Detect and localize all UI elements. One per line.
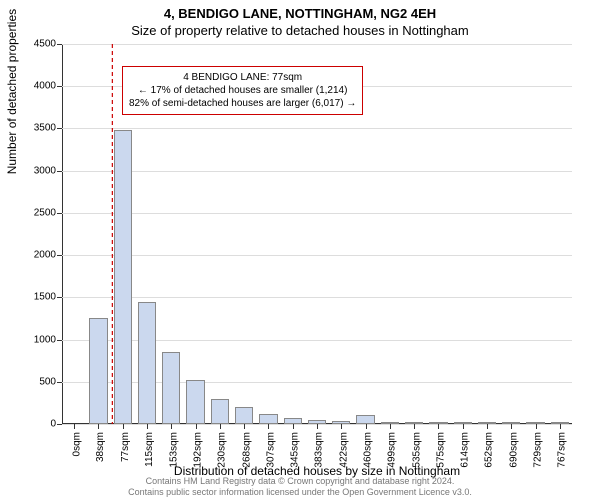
xtick-label: 383sqm (314, 432, 325, 468)
xtick-label: 77sqm (120, 432, 131, 462)
ytick-mark (57, 86, 62, 87)
xtick-mark (293, 424, 294, 429)
footer-line2: Contains public sector information licen… (0, 487, 600, 498)
histogram-bar (211, 399, 229, 424)
xtick-mark (196, 424, 197, 429)
ytick-label: 3500 (16, 123, 56, 134)
gridline (62, 297, 572, 298)
xtick-mark (560, 424, 561, 429)
histogram-bar (138, 302, 156, 424)
ytick-mark (57, 297, 62, 298)
ytick-label: 500 (16, 376, 56, 387)
xtick-label: 729sqm (533, 432, 544, 468)
xtick-label: 38sqm (95, 432, 106, 462)
histogram-bar (186, 380, 204, 424)
xtick-label: 460sqm (363, 432, 374, 468)
ytick-label: 4000 (16, 81, 56, 92)
xtick-label: 422sqm (338, 432, 349, 468)
xtick-label: 115sqm (144, 432, 155, 467)
xtick-label: 652sqm (484, 432, 495, 468)
annotation-line: 82% of semi-detached houses are larger (… (129, 97, 356, 110)
gridline (62, 128, 572, 129)
xtick-label: 535sqm (411, 432, 422, 468)
xtick-mark (536, 424, 537, 429)
xtick-label: 0sqm (71, 432, 82, 456)
gridline (62, 213, 572, 214)
xtick-mark (366, 424, 367, 429)
xtick-label: 690sqm (508, 432, 519, 468)
xtick-mark (341, 424, 342, 429)
ytick-mark (57, 128, 62, 129)
ytick-label: 1000 (16, 334, 56, 345)
ytick-label: 2000 (16, 250, 56, 261)
ytick-mark (57, 213, 62, 214)
annotation-box: 4 BENDIGO LANE: 77sqm← 17% of detached h… (122, 66, 363, 115)
xtick-label: 345sqm (290, 432, 301, 468)
xtick-mark (414, 424, 415, 429)
gridline (62, 255, 572, 256)
y-axis-line (62, 44, 63, 424)
page-title: 4, BENDIGO LANE, NOTTINGHAM, NG2 4EH (0, 0, 600, 21)
xtick-mark (317, 424, 318, 429)
xtick-label: 499sqm (387, 432, 398, 468)
xtick-label: 307sqm (265, 432, 276, 468)
xtick-mark (268, 424, 269, 429)
histogram-bar (356, 415, 374, 424)
ytick-label: 4500 (16, 39, 56, 50)
xtick-mark (98, 424, 99, 429)
xtick-label: 230sqm (217, 432, 228, 468)
footer-text: Contains HM Land Registry data © Crown c… (0, 476, 600, 499)
ytick-mark (57, 382, 62, 383)
ytick-label: 1500 (16, 292, 56, 303)
ytick-label: 2500 (16, 207, 56, 218)
ytick-mark (57, 255, 62, 256)
xtick-mark (220, 424, 221, 429)
xtick-mark (463, 424, 464, 429)
xtick-mark (438, 424, 439, 429)
xtick-mark (147, 424, 148, 429)
page-subtitle: Size of property relative to detached ho… (0, 21, 600, 38)
xtick-mark (390, 424, 391, 429)
gridline (62, 44, 572, 45)
ytick-label: 3000 (16, 165, 56, 176)
histogram-bar (162, 352, 180, 424)
ytick-mark (57, 171, 62, 172)
ytick-mark (57, 44, 62, 45)
histogram-bar (235, 407, 253, 424)
xtick-label: 192sqm (193, 432, 204, 468)
annotation-line: ← 17% of detached houses are smaller (1,… (129, 84, 356, 97)
histogram-bar (114, 130, 132, 424)
xtick-mark (511, 424, 512, 429)
xtick-label: 767sqm (557, 432, 568, 468)
plot-area: 0500100015002000250030003500400045000sqm… (62, 44, 572, 424)
xtick-mark (487, 424, 488, 429)
ytick-mark (57, 340, 62, 341)
xtick-mark (244, 424, 245, 429)
gridline (62, 171, 572, 172)
xtick-label: 268sqm (241, 432, 252, 468)
histogram-bar (89, 318, 107, 424)
xtick-mark (123, 424, 124, 429)
chart-container: 4, BENDIGO LANE, NOTTINGHAM, NG2 4EH Siz… (0, 0, 600, 500)
annotation-line: 4 BENDIGO LANE: 77sqm (129, 71, 356, 84)
xtick-label: 575sqm (435, 432, 446, 468)
footer-line1: Contains HM Land Registry data © Crown c… (0, 476, 600, 487)
xtick-label: 614sqm (460, 432, 471, 468)
histogram-bar (259, 414, 277, 424)
xtick-mark (74, 424, 75, 429)
xtick-mark (171, 424, 172, 429)
xtick-label: 153sqm (168, 432, 179, 468)
ytick-label: 0 (16, 419, 56, 430)
ytick-mark (57, 424, 62, 425)
